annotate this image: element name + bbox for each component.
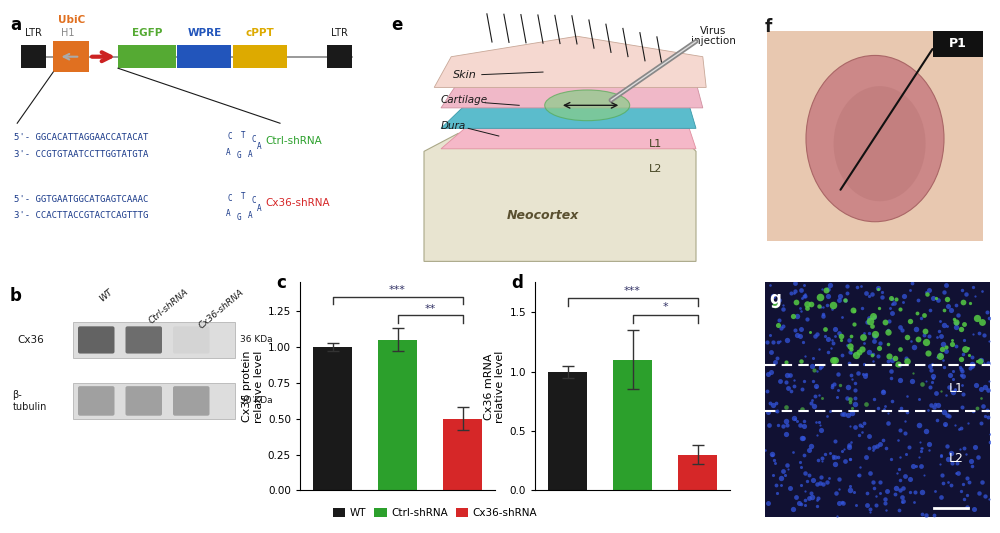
Bar (177, 45, 231, 68)
FancyBboxPatch shape (173, 326, 210, 353)
Text: L1: L1 (949, 382, 964, 394)
Bar (767, 31, 983, 241)
Bar (53, 42, 89, 72)
Text: C: C (228, 132, 232, 141)
Text: C: C (228, 193, 232, 203)
Bar (548, 372, 587, 490)
Text: LTR: LTR (25, 28, 42, 37)
Text: T: T (240, 131, 245, 140)
Bar (72, 322, 235, 358)
Text: Ctrl-shRNA: Ctrl-shRNA (266, 136, 322, 146)
FancyBboxPatch shape (126, 386, 162, 416)
Text: UbiC: UbiC (58, 15, 85, 25)
Text: C: C (251, 196, 256, 205)
Text: β-
tubulin: β- tubulin (12, 390, 47, 411)
Bar (21, 45, 46, 68)
Text: P1: P1 (949, 37, 967, 51)
FancyBboxPatch shape (78, 326, 114, 353)
Text: T: T (240, 192, 245, 201)
Bar (613, 360, 652, 490)
Text: 5'- GGCACATTAGGAACCATACAT: 5'- GGCACATTAGGAACCATACAT (14, 133, 148, 142)
Text: G: G (237, 151, 241, 160)
Text: G: G (237, 213, 241, 222)
Text: g: g (770, 289, 781, 308)
Text: A: A (257, 204, 261, 213)
Text: C: C (251, 135, 256, 144)
Text: d: d (512, 274, 523, 292)
FancyBboxPatch shape (78, 386, 114, 416)
FancyBboxPatch shape (126, 326, 162, 353)
Ellipse shape (545, 90, 630, 120)
Bar (327, 45, 352, 68)
Text: WPRE: WPRE (187, 28, 222, 37)
Text: ***: *** (389, 285, 406, 295)
Polygon shape (441, 95, 696, 128)
Text: cPPT: cPPT (246, 28, 275, 37)
Polygon shape (424, 126, 696, 261)
Text: Cx36: Cx36 (18, 335, 44, 345)
Text: Cx36-shRNA: Cx36-shRNA (266, 198, 330, 207)
Text: A: A (226, 148, 231, 157)
Text: Dura: Dura (441, 121, 466, 131)
Text: c: c (277, 274, 286, 292)
Bar (767, 31, 983, 241)
Polygon shape (441, 67, 703, 108)
Text: LTR: LTR (331, 28, 348, 37)
Text: Cartilage: Cartilage (441, 95, 488, 105)
Bar (678, 455, 717, 490)
Text: H1: H1 (61, 28, 74, 37)
Text: 3'- CCGTGTAATCCTTGGTATGTA: 3'- CCGTGTAATCCTTGGTATGTA (14, 150, 148, 159)
Bar (233, 45, 287, 68)
Text: Ctrl-shRNA: Ctrl-shRNA (148, 287, 191, 326)
Polygon shape (441, 120, 696, 149)
Text: A: A (248, 150, 252, 159)
Text: A: A (248, 212, 252, 221)
Text: 50 KDa: 50 KDa (240, 397, 273, 406)
Text: EGFP: EGFP (132, 28, 162, 37)
Text: 3'- CCACTTACCGTACTCAGTTTG: 3'- CCACTTACCGTACTCAGTTTG (14, 212, 148, 221)
Bar (313, 347, 352, 490)
Text: Virus: Virus (700, 26, 726, 36)
Text: A: A (257, 142, 261, 151)
Text: A: A (226, 209, 231, 218)
FancyBboxPatch shape (173, 386, 210, 416)
Ellipse shape (834, 86, 926, 201)
Text: Skin: Skin (453, 70, 477, 79)
Y-axis label: Cx36 mRNA
relative level: Cx36 mRNA relative level (484, 350, 505, 423)
Text: **: ** (424, 304, 436, 314)
Text: f: f (765, 18, 772, 36)
Text: injection: injection (691, 36, 735, 46)
Ellipse shape (806, 55, 944, 222)
Bar (118, 45, 176, 68)
Text: b: b (10, 287, 22, 305)
Text: a: a (10, 16, 21, 34)
Y-axis label: Cx36 protein
relative level: Cx36 protein relative level (242, 350, 264, 423)
Text: e: e (392, 16, 403, 34)
Bar (443, 419, 482, 490)
Polygon shape (434, 36, 706, 87)
Text: L2: L2 (949, 452, 964, 465)
Text: WT: WT (98, 287, 114, 303)
Text: *: * (662, 302, 668, 312)
Text: L1: L1 (649, 139, 662, 149)
Text: Cx36-shRNA: Cx36-shRNA (198, 287, 246, 330)
Text: Neocortex: Neocortex (507, 209, 579, 222)
Legend: WT, Ctrl-shRNA, Cx36-shRNA: WT, Ctrl-shRNA, Cx36-shRNA (329, 504, 541, 522)
Text: 36 KDa: 36 KDa (240, 335, 273, 344)
Text: 5'- GGTGAATGGCATGAGTCAAAC: 5'- GGTGAATGGCATGAGTCAAAC (14, 195, 148, 204)
Bar (72, 383, 235, 418)
Text: L2: L2 (649, 164, 662, 174)
Text: ***: *** (624, 286, 641, 296)
Bar (378, 340, 417, 490)
Bar (932, 31, 983, 56)
